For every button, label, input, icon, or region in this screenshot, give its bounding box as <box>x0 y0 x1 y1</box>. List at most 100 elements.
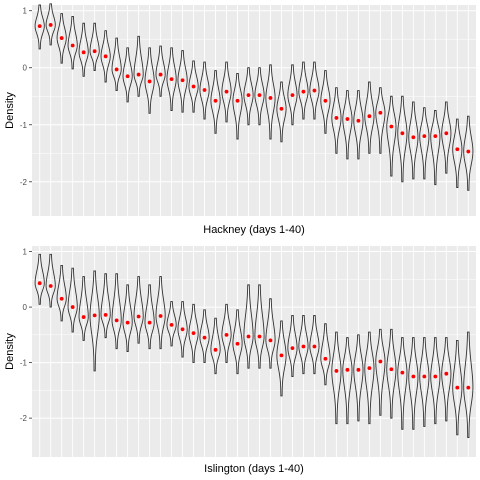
chart-panel-hackney: 1 0 -1 -2 Hackney (days 1-40) Density <box>4 3 476 236</box>
violin-day-23 <box>276 320 287 397</box>
violin-day-13 <box>166 301 177 347</box>
violin-day-30 <box>353 334 364 422</box>
point-day-4 <box>70 305 75 309</box>
point-day-24 <box>290 346 295 351</box>
violin-day-18 <box>221 61 232 123</box>
violin-day-20 <box>243 67 254 126</box>
point-day-33 <box>389 124 394 129</box>
violin-day-19 <box>232 309 243 375</box>
y-tick-label: -1 <box>20 121 28 130</box>
violin-day-21 <box>254 284 265 369</box>
violin-day-14 <box>177 50 188 113</box>
point-day-33 <box>389 367 394 372</box>
x-axis-title: Hackney (days 1-40) <box>203 224 305 236</box>
point-day-21 <box>257 334 262 339</box>
point-day-22 <box>268 338 273 343</box>
point-day-7 <box>103 312 108 317</box>
y-tick-label: 0 <box>23 303 28 312</box>
point-day-6 <box>92 313 97 318</box>
violin-day-7 <box>100 273 111 339</box>
panel-background <box>32 246 476 457</box>
point-day-6 <box>92 49 97 54</box>
violin-day-38 <box>441 337 452 422</box>
point-day-19 <box>235 98 240 103</box>
point-day-11 <box>147 320 152 325</box>
y-tick-label: -1 <box>20 359 28 368</box>
point-day-34 <box>400 131 405 136</box>
violin-day-38 <box>441 101 452 174</box>
point-day-26 <box>312 344 317 349</box>
violin-day-33 <box>386 328 397 419</box>
grid-lines <box>32 5 476 216</box>
point-day-14 <box>180 327 185 332</box>
point-day-18 <box>224 89 229 94</box>
y-axis-title: Density <box>4 333 16 370</box>
violin-day-16 <box>199 309 210 364</box>
violin-day-27 <box>320 323 331 386</box>
point-day-39 <box>455 147 460 152</box>
point-day-21 <box>257 93 262 98</box>
y-tick-label: 0 <box>23 64 28 73</box>
point-day-8 <box>114 318 119 323</box>
violin-day-28 <box>331 87 342 154</box>
violin-day-34 <box>397 95 408 183</box>
point-day-27 <box>323 98 328 103</box>
violin-day-20 <box>243 284 254 369</box>
point-day-31 <box>367 114 372 119</box>
point-day-2 <box>48 284 53 288</box>
violin-day-35 <box>408 337 419 430</box>
violin-day-24 <box>287 314 298 377</box>
point-day-15 <box>191 331 196 336</box>
violin-day-21 <box>254 67 265 126</box>
point-day-16 <box>202 88 207 92</box>
violin-day-5 <box>78 276 89 341</box>
point-day-8 <box>114 67 119 72</box>
point-day-12 <box>158 72 163 77</box>
violin-day-32 <box>375 328 386 416</box>
violin-day-6 <box>89 22 100 72</box>
point-day-20 <box>246 334 251 339</box>
violin-day-22 <box>265 298 276 369</box>
point-day-35 <box>411 135 416 140</box>
violin-day-2 <box>45 253 56 308</box>
point-day-3 <box>59 36 64 40</box>
violin-day-29 <box>342 337 353 425</box>
violin-day-8 <box>111 273 122 350</box>
violin-day-6 <box>89 270 100 372</box>
violin-day-3 <box>56 264 67 322</box>
point-day-5 <box>81 50 86 55</box>
violin-day-3 <box>56 13 67 64</box>
point-day-2 <box>48 23 53 27</box>
point-day-3 <box>59 296 64 301</box>
violin-day-26 <box>309 61 320 120</box>
violin-day-4 <box>67 267 78 333</box>
violin-day-31 <box>364 331 375 425</box>
violin-day-40 <box>463 115 474 191</box>
violin-day-37 <box>430 110 441 186</box>
point-day-1 <box>37 24 42 28</box>
violin-day-7 <box>100 30 111 83</box>
violin-day-25 <box>298 61 309 120</box>
point-day-40 <box>466 385 471 390</box>
point-day-10 <box>136 72 141 77</box>
violin-day-31 <box>364 81 375 154</box>
violin-day-12 <box>155 45 166 97</box>
point-day-23 <box>279 353 284 358</box>
point-day-25 <box>301 344 306 349</box>
point-day-16 <box>202 335 207 340</box>
violin-day-16 <box>199 61 210 120</box>
violin-day-14 <box>177 301 188 358</box>
violin-day-17 <box>210 70 221 134</box>
violin-day-36 <box>419 107 430 180</box>
point-day-38 <box>444 131 449 136</box>
point-day-34 <box>400 370 405 375</box>
point-day-31 <box>367 366 372 371</box>
violin-day-12 <box>155 276 166 350</box>
violin-day-2 <box>45 3 56 46</box>
violin-day-15 <box>188 60 199 113</box>
point-day-12 <box>158 314 163 318</box>
violin-day-10 <box>133 35 144 97</box>
y-axis: 1 0 -1 -2 <box>20 7 32 187</box>
point-day-11 <box>147 79 152 84</box>
point-day-1 <box>37 281 42 286</box>
